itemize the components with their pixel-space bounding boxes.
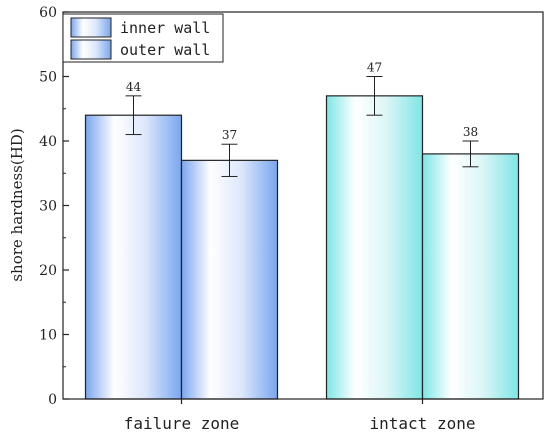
y-tick-label: 50: [39, 70, 57, 86]
y-tick-label: 20: [39, 263, 57, 279]
y-tick-label: 30: [39, 199, 57, 215]
bars-layer: [84, 95, 520, 400]
bar: [421, 153, 520, 400]
legend: inner wall outer wall: [62, 13, 224, 63]
error-bars-layer: [125, 76, 479, 177]
data-labels-layer: 44 37 47 38: [126, 61, 478, 143]
data-label: 44: [126, 80, 142, 94]
y-axis-label: shore hardness(HD): [8, 128, 26, 281]
x-tick-label: intact zone: [370, 414, 476, 433]
data-label: 37: [222, 128, 237, 142]
legend-swatch-inner-wall: [70, 17, 112, 38]
x-axis: failure zone intact zone: [124, 399, 476, 433]
legend-label-outer-wall: outer wall: [120, 41, 210, 59]
y-axis: 0 10 20 30 40 50 60: [39, 5, 69, 408]
data-label: 38: [463, 125, 478, 139]
y-tick-label: 10: [39, 328, 57, 344]
x-tick-label: failure zone: [124, 414, 240, 433]
bar: [180, 159, 279, 400]
legend-label-inner-wall: inner wall: [120, 19, 210, 37]
y-tick-label: 0: [48, 392, 57, 408]
bar: [84, 114, 183, 400]
y-tick-label: 60: [39, 5, 57, 21]
y-tick-label: 40: [39, 134, 57, 150]
legend-swatch-outer-wall: [70, 39, 112, 60]
data-label: 47: [367, 61, 382, 75]
bar: [325, 95, 424, 400]
